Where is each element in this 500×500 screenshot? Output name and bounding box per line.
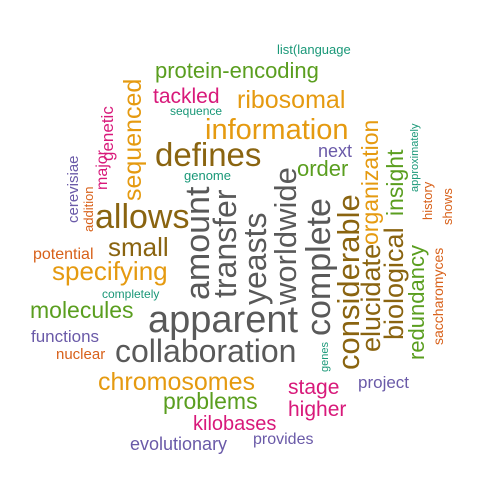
word-nuclear: nuclear (56, 346, 105, 363)
word-order: order (297, 156, 348, 181)
word-higher: higher (288, 398, 346, 421)
word-complete: complete (300, 198, 338, 336)
word-molecules: molecules (30, 297, 134, 323)
word-tackled: tackled (153, 85, 220, 108)
word-allows: allows (95, 198, 189, 236)
word-protein-encoding: protein-encoding (155, 58, 319, 83)
word-biological: biological (379, 227, 409, 340)
word-history: history (420, 181, 435, 220)
word-elucidate: elucidate (356, 244, 386, 352)
word-small: small (108, 232, 169, 262)
word-defines: defines (155, 136, 261, 173)
word-amount: amount (179, 186, 217, 300)
word-worldwide: worldwide (268, 167, 303, 306)
word-genes: genes (319, 342, 331, 372)
word-next: next (318, 141, 352, 161)
word-specifying: specifying (52, 256, 168, 286)
word-apparent: apparent (148, 299, 298, 341)
word-kilobases: kilobases (193, 413, 276, 435)
word-provides: provides (253, 431, 313, 448)
word-chromosomes: chromosomes (98, 368, 255, 396)
word-addition: addition (81, 186, 96, 232)
word-organization: organization (357, 120, 383, 245)
word-collaboration: collaboration (115, 333, 296, 369)
word-transfer: transfer (207, 189, 243, 298)
word-shows: shows (440, 188, 455, 225)
word-major: major (94, 149, 111, 190)
word-information: information (205, 114, 348, 146)
word-stage: stage (288, 376, 339, 399)
word-insight: insight (382, 149, 408, 216)
word-problems: problems (163, 388, 258, 414)
word-redundancy: redundancy (404, 245, 429, 360)
word-project: project (358, 373, 409, 392)
word-saccharomyces: saccharomyces (430, 248, 446, 345)
word-potential: potential (33, 246, 94, 263)
word-sequenced: sequenced (119, 79, 147, 201)
word-considerable: considerable (331, 194, 366, 370)
word-functions: functions (31, 327, 99, 346)
word-genetic: genetic (98, 106, 117, 161)
word-completely: completely (102, 287, 159, 301)
word-approximately: approximately (409, 123, 421, 192)
word-evolutionary: evolutionary (130, 434, 227, 454)
word-list-language: list(language (277, 42, 351, 57)
word-yeasts: yeasts (237, 213, 273, 305)
word-sequence: sequence (170, 104, 222, 118)
word-genome: genome (184, 168, 231, 183)
word-cerevisiae: cerevisiae (65, 155, 82, 223)
word-ribosomal: ribosomal (237, 86, 345, 114)
